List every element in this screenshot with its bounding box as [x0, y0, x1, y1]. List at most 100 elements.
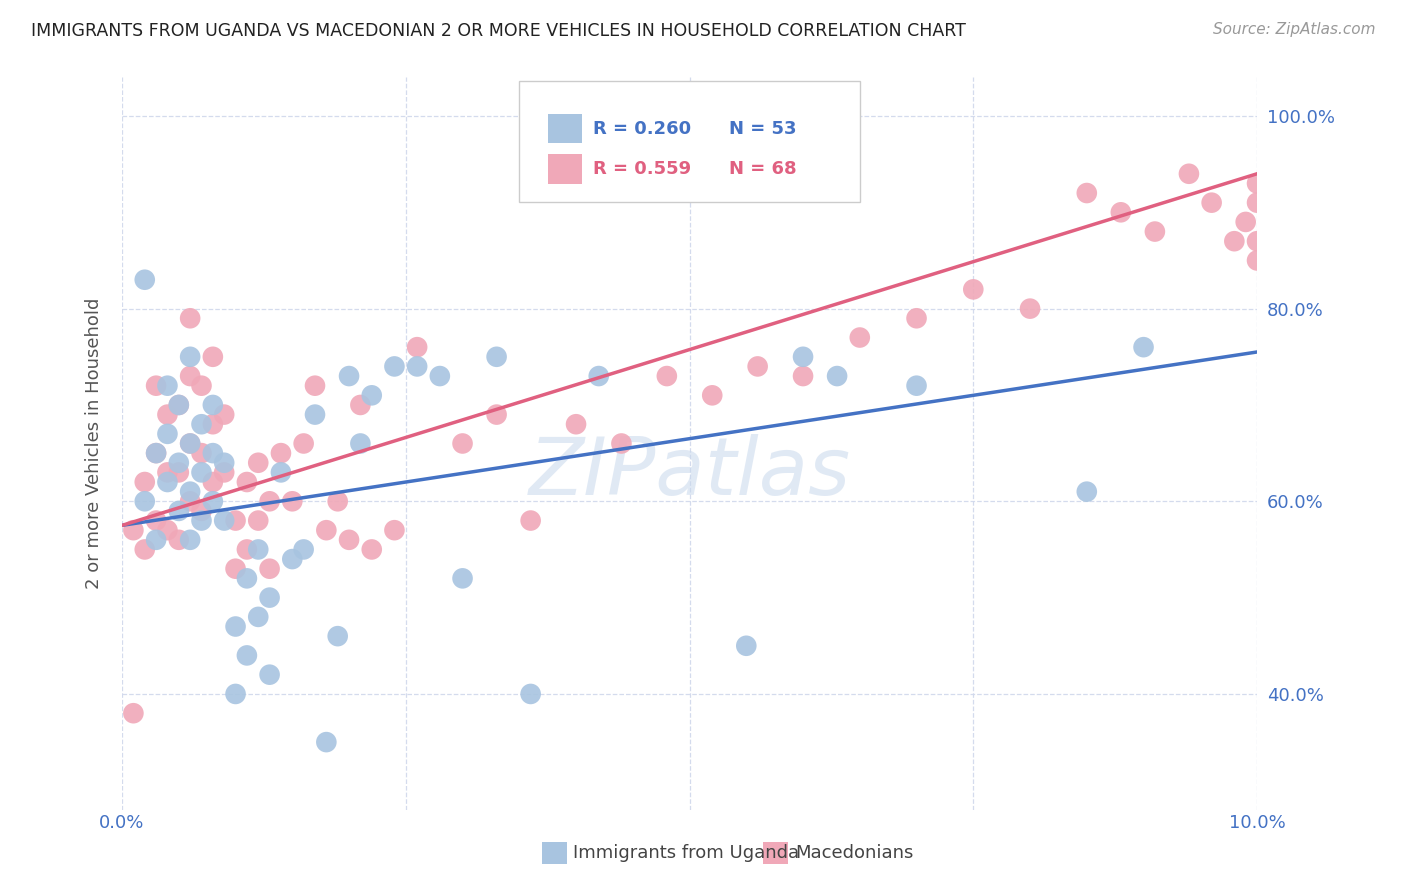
Point	[315, 735, 337, 749]
Point	[326, 494, 349, 508]
Point	[747, 359, 769, 374]
Point	[201, 446, 224, 460]
Point	[236, 571, 259, 585]
Point	[190, 378, 212, 392]
Point	[145, 533, 167, 547]
Point	[565, 417, 588, 432]
Point	[360, 388, 382, 402]
FancyBboxPatch shape	[548, 114, 582, 144]
Point	[962, 282, 984, 296]
Point	[201, 494, 224, 508]
Point	[247, 456, 270, 470]
Point	[1109, 205, 1132, 219]
Point	[825, 369, 848, 384]
Point	[270, 466, 292, 480]
Point	[792, 350, 814, 364]
Point	[1201, 195, 1223, 210]
Point	[247, 514, 270, 528]
Point	[201, 350, 224, 364]
Y-axis label: 2 or more Vehicles in Household: 2 or more Vehicles in Household	[86, 298, 103, 590]
Point	[735, 639, 758, 653]
Point	[167, 466, 190, 480]
Point	[236, 648, 259, 663]
Point	[1246, 195, 1268, 210]
Point	[247, 610, 270, 624]
Point	[281, 552, 304, 566]
Point	[190, 466, 212, 480]
Point	[145, 446, 167, 460]
Point	[1246, 177, 1268, 191]
Point	[792, 369, 814, 384]
Point	[1246, 253, 1268, 268]
Point	[225, 562, 247, 576]
Point	[1132, 340, 1154, 354]
Point	[167, 398, 190, 412]
Point	[1234, 215, 1257, 229]
Point	[905, 311, 928, 326]
Text: ZIPatlas: ZIPatlas	[529, 434, 851, 512]
Point	[1076, 484, 1098, 499]
Point	[485, 408, 508, 422]
Point	[225, 687, 247, 701]
Point	[1178, 167, 1201, 181]
Point	[905, 378, 928, 392]
Point	[179, 350, 201, 364]
Point	[212, 408, 235, 422]
Point	[349, 436, 371, 450]
Point	[212, 456, 235, 470]
Point	[156, 523, 179, 537]
Point	[406, 359, 429, 374]
Point	[179, 369, 201, 384]
Point	[201, 398, 224, 412]
Point	[201, 417, 224, 432]
Point	[122, 523, 145, 537]
Point	[315, 523, 337, 537]
Text: IMMIGRANTS FROM UGANDA VS MACEDONIAN 2 OR MORE VEHICLES IN HOUSEHOLD CORRELATION: IMMIGRANTS FROM UGANDA VS MACEDONIAN 2 O…	[31, 22, 966, 40]
Point	[201, 475, 224, 489]
Point	[134, 475, 156, 489]
FancyBboxPatch shape	[548, 154, 582, 184]
Point	[236, 475, 259, 489]
Point	[337, 533, 360, 547]
Point	[655, 369, 678, 384]
Point	[451, 436, 474, 450]
Point	[145, 378, 167, 392]
Point	[259, 591, 281, 605]
Point	[849, 330, 872, 344]
Point	[349, 398, 371, 412]
Point	[156, 408, 179, 422]
Point	[236, 542, 259, 557]
Point	[122, 880, 145, 892]
Text: R = 0.260: R = 0.260	[593, 120, 692, 137]
Point	[702, 388, 724, 402]
Point	[406, 340, 429, 354]
Point	[122, 706, 145, 721]
Point	[1223, 234, 1246, 248]
Point	[259, 562, 281, 576]
Text: R = 0.559: R = 0.559	[593, 160, 692, 178]
Point	[190, 504, 212, 518]
FancyBboxPatch shape	[541, 842, 567, 864]
Point	[270, 446, 292, 460]
Point	[145, 446, 167, 460]
Point	[212, 466, 235, 480]
Point	[304, 378, 326, 392]
Point	[281, 494, 304, 508]
Point	[337, 369, 360, 384]
Point	[156, 475, 179, 489]
Text: Source: ZipAtlas.com: Source: ZipAtlas.com	[1212, 22, 1375, 37]
Point	[212, 514, 235, 528]
Point	[1019, 301, 1042, 316]
Point	[179, 494, 201, 508]
Point	[167, 533, 190, 547]
Point	[134, 542, 156, 557]
Point	[588, 369, 610, 384]
Point	[304, 408, 326, 422]
Point	[156, 378, 179, 392]
Point	[134, 273, 156, 287]
Point	[134, 494, 156, 508]
Point	[145, 514, 167, 528]
Point	[292, 542, 315, 557]
Point	[519, 514, 541, 528]
Point	[156, 466, 179, 480]
